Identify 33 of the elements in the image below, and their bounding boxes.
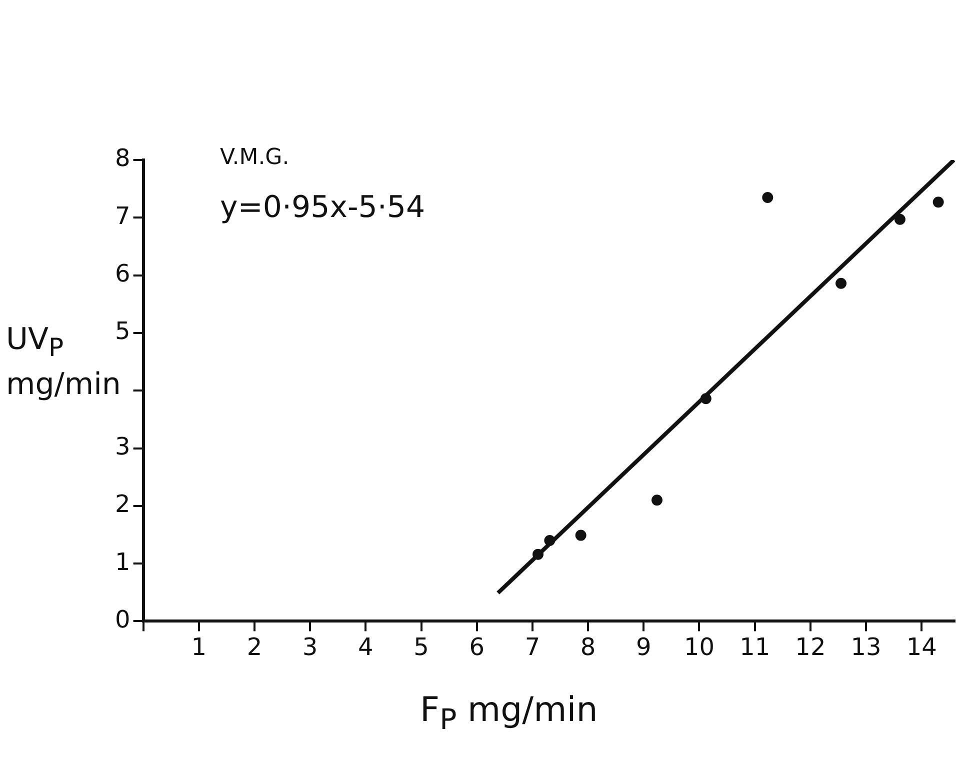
y-tick-label: 3 bbox=[114, 432, 130, 460]
point bbox=[532, 548, 544, 560]
point bbox=[700, 393, 712, 404]
x-tick-label: 5 bbox=[414, 632, 429, 661]
y-tick-label: 8 bbox=[114, 144, 130, 172]
point bbox=[651, 494, 662, 506]
x-tick-label: 8 bbox=[580, 632, 596, 661]
x-tick-label: 14 bbox=[906, 632, 937, 661]
point bbox=[932, 196, 944, 208]
annotation: V.M.G. bbox=[220, 145, 290, 170]
x-tick-label: 4 bbox=[358, 632, 374, 661]
y-tick-label: 7 bbox=[114, 202, 130, 230]
point bbox=[544, 534, 556, 546]
y-tick-label: 1 bbox=[114, 548, 130, 576]
point bbox=[894, 214, 906, 225]
x-tick-label: 13 bbox=[850, 632, 882, 661]
y-tick-label: 6 bbox=[114, 260, 130, 288]
x-axis-title: F$_{P}$ mg/min bbox=[420, 690, 598, 736]
y-tick-label: 2 bbox=[114, 490, 130, 518]
x-tick-label: 11 bbox=[740, 632, 770, 661]
x-tick-label: 6 bbox=[469, 632, 484, 661]
x-tick-label: 2 bbox=[246, 632, 262, 661]
annotation: y=0·95x-5·54 bbox=[220, 190, 426, 225]
x-tick-label: 9 bbox=[636, 632, 652, 661]
point bbox=[575, 530, 586, 541]
x-tick-label: 7 bbox=[524, 632, 540, 661]
point bbox=[836, 278, 847, 289]
x-tick-label: 10 bbox=[684, 632, 715, 661]
y-tick-label: 0 bbox=[114, 605, 130, 634]
point bbox=[762, 192, 774, 203]
x-tick-label: 12 bbox=[795, 632, 826, 661]
x-tick-label: 3 bbox=[302, 632, 318, 661]
x-tick-label: 1 bbox=[191, 632, 207, 661]
